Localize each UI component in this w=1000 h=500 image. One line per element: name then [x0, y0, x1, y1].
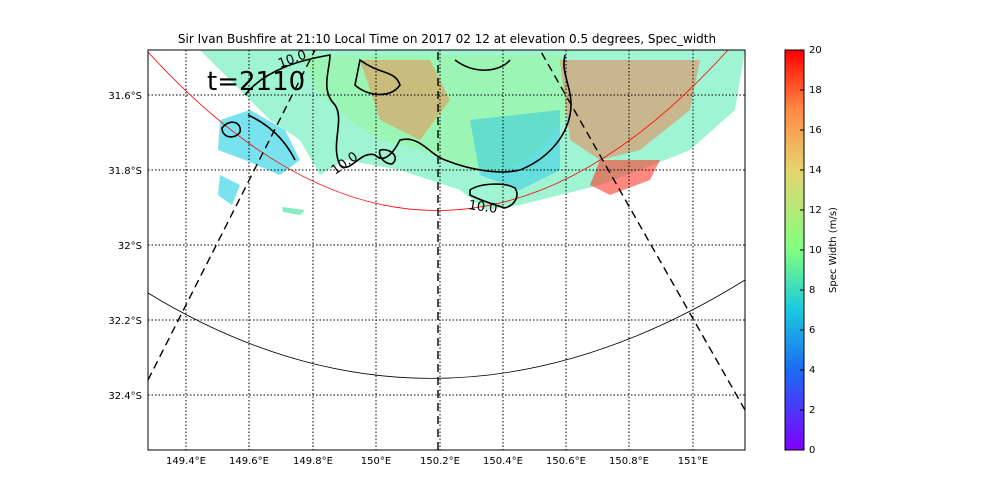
- colorbar-tick: 8: [809, 285, 815, 296]
- y-tick: 32.2°S: [108, 316, 142, 327]
- graticule: [148, 50, 745, 450]
- contour-10: [221, 54, 572, 209]
- x-tick: 149.8°E: [293, 456, 333, 467]
- colorbar-tick: 2: [809, 405, 815, 416]
- time-label: t=2110: [207, 67, 305, 97]
- x-tick: 150.2°E: [420, 456, 460, 467]
- y-tick: 31.6°S: [108, 91, 142, 102]
- y-tick: 31.8°S: [108, 166, 142, 177]
- map-frame: [147, 49, 746, 451]
- colorbar-tick: 18: [809, 85, 822, 96]
- x-tick: 151°E: [678, 456, 708, 467]
- x-tick: 149.4°E: [166, 456, 206, 467]
- y-axis: 31.6°S 31.8°S 32°S 32.2°S 32.4°S: [108, 91, 142, 402]
- colorbar-tick: 0: [809, 445, 815, 456]
- colorbar: 0 2 4 6 8 10 12 14 16 18 20 Spec Width (…: [784, 45, 839, 456]
- colorbar-tick: 14: [809, 165, 822, 176]
- x-tick: 150°E: [361, 456, 391, 467]
- y-tick: 32°S: [118, 241, 142, 252]
- x-tick: 150.4°E: [483, 456, 523, 467]
- contour-label-3: 10.0: [467, 198, 498, 217]
- colorbar-tick: 10: [809, 245, 822, 256]
- x-tick: 150.6°E: [546, 456, 586, 467]
- y-tick: 32.4°S: [108, 391, 142, 402]
- x-axis: 149.4°E 149.6°E 149.8°E 150°E 150.2°E 15…: [166, 456, 708, 467]
- range-ring-outer: [148, 279, 745, 379]
- colorbar-tick: 12: [809, 205, 822, 216]
- colorbar-tick: 16: [809, 125, 822, 136]
- figure-title: Sir Ivan Bushfire at 21:10 Local Time on…: [178, 32, 716, 46]
- x-tick: 149.6°E: [229, 456, 269, 467]
- beam-lines: [148, 50, 745, 450]
- colorbar-tick: 4: [809, 365, 815, 376]
- colorbar-tick: 20: [809, 45, 822, 56]
- x-tick: 150.8°E: [609, 456, 649, 467]
- colorbar-label: Spec Width (m/s): [828, 207, 839, 293]
- map-area: 10.0 10.0 10.0 t=2110: [147, 49, 746, 451]
- colorbar-tick: 6: [809, 325, 815, 336]
